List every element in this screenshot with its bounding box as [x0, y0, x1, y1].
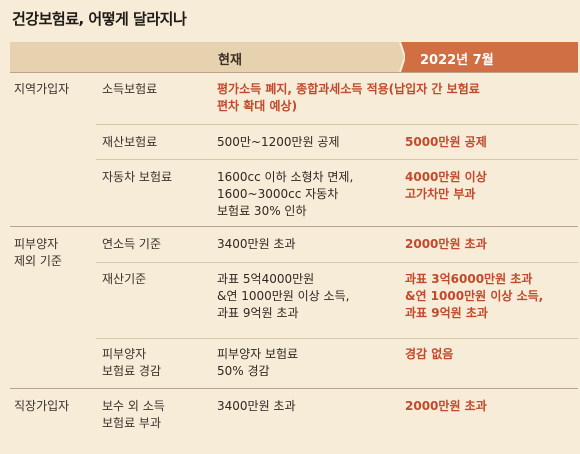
page-title: 건강보험료, 어떻게 달라지나	[12, 10, 187, 28]
item-label: 재산보험료	[102, 134, 157, 151]
header-now-cell: 현재	[10, 42, 400, 72]
item-label: 자동차 보험료	[102, 169, 172, 186]
future-line: 평가소득 폐지, 종합과세소득 적용(납입자 간 보험료	[217, 82, 480, 96]
future-line: 2000만원 초과	[405, 399, 487, 413]
row-divider	[96, 338, 578, 339]
future-cell: 4000만원 이상 고가차만 부과	[405, 169, 487, 203]
row-divider	[96, 124, 578, 125]
future-cell: 2000만원 초과	[405, 398, 487, 415]
group-divider	[10, 226, 578, 227]
item-line: 연소득 기준	[102, 237, 162, 251]
category-label: 지역가입자	[14, 81, 69, 98]
now-line: 500만~1200만원 공제	[217, 135, 340, 149]
now-line: 1600~3000cc 자동차	[217, 187, 339, 201]
future-line: 4000만원 이상	[405, 170, 487, 184]
header-future-label: 2022년 7월	[420, 53, 494, 68]
now-cell: 3400만원 초과	[217, 236, 296, 253]
row-divider	[96, 262, 578, 263]
now-line: 50% 경감	[217, 364, 270, 378]
category-label: 직장가입자	[14, 398, 69, 415]
future-line: 과표 9억원 초과	[405, 306, 488, 320]
item-label: 피부양자 보험료 경감	[102, 346, 161, 380]
category-line: 피부양자	[14, 237, 59, 251]
category-label: 피부양자 제외 기준	[14, 236, 62, 270]
now-cell: 500만~1200만원 공제	[217, 134, 340, 151]
now-cell: 과표 5억4000만원 &연 1000만원 이상 소득, 과표 9억원 초과	[217, 271, 349, 322]
future-line: 경감 없음	[405, 347, 454, 361]
category-line: 직장가입자	[14, 399, 70, 413]
item-line: 자동차 보험료	[102, 170, 173, 184]
category-line: 지역가입자	[14, 82, 70, 96]
now-line: &연 1000만원 이상 소득,	[217, 289, 350, 303]
item-line: 보험료 경감	[102, 364, 162, 378]
future-cell: 과표 3억6000만원 초과 &연 1000만원 이상 소득, 과표 9억원 초…	[405, 271, 543, 322]
now-line: 1600cc 이하 소형차 면제,	[217, 170, 354, 184]
future-line: 고가차만 부과	[405, 187, 476, 201]
now-cell: 피부양자 보험료 50% 경감	[217, 346, 298, 380]
item-label: 재산기준	[102, 271, 146, 288]
future-line: &연 1000만원 이상 소득,	[405, 289, 544, 303]
future-line: 편차 확대 예상)	[217, 99, 298, 113]
header-future-cell: 2022년 7월	[400, 42, 578, 72]
item-label: 소득보험료	[102, 81, 157, 98]
group-divider	[10, 72, 578, 73]
table-header: 현재 2022년 7월	[10, 42, 578, 72]
category-line: 제외 기준	[14, 254, 62, 268]
now-cell: 1600cc 이하 소형차 면제, 1600~3000cc 자동차 보험료 30…	[217, 169, 353, 220]
item-line: 피부양자	[102, 347, 147, 361]
now-line: 과표 9억원 초과	[217, 306, 299, 320]
item-label: 보수 외 소득 보험료 부과	[102, 398, 165, 432]
future-cell: 2000만원 초과	[405, 236, 487, 253]
future-line: 과표 3억6000만원 초과	[405, 272, 533, 286]
header-now-label: 현재	[218, 53, 242, 68]
now-line: 과표 5억4000만원	[217, 272, 315, 286]
future-line: 2000만원 초과	[405, 237, 487, 251]
row-divider	[96, 159, 578, 160]
item-line: 재산기준	[102, 272, 147, 286]
future-line: 5000만원 공제	[405, 135, 487, 149]
now-cell: 3400만원 초과	[217, 398, 296, 415]
item-line: 보수 외 소득	[102, 399, 165, 413]
header-arrow-icon	[375, 42, 405, 72]
now-line: 피부양자 보험료	[217, 347, 299, 361]
group-divider	[10, 388, 578, 389]
now-line: 보험료 30% 인하	[217, 204, 307, 218]
item-label: 연소득 기준	[102, 236, 161, 253]
item-line: 재산보험료	[102, 135, 158, 149]
now-line: 3400만원 초과	[217, 399, 296, 413]
future-cell: 경감 없음	[405, 346, 453, 363]
future-cell: 평가소득 폐지, 종합과세소득 적용(납입자 간 보험료 편차 확대 예상)	[217, 81, 480, 115]
item-line: 보험료 부과	[102, 416, 162, 430]
now-line: 3400만원 초과	[217, 237, 296, 251]
future-cell: 5000만원 공제	[405, 134, 487, 151]
item-line: 소득보험료	[102, 82, 158, 96]
